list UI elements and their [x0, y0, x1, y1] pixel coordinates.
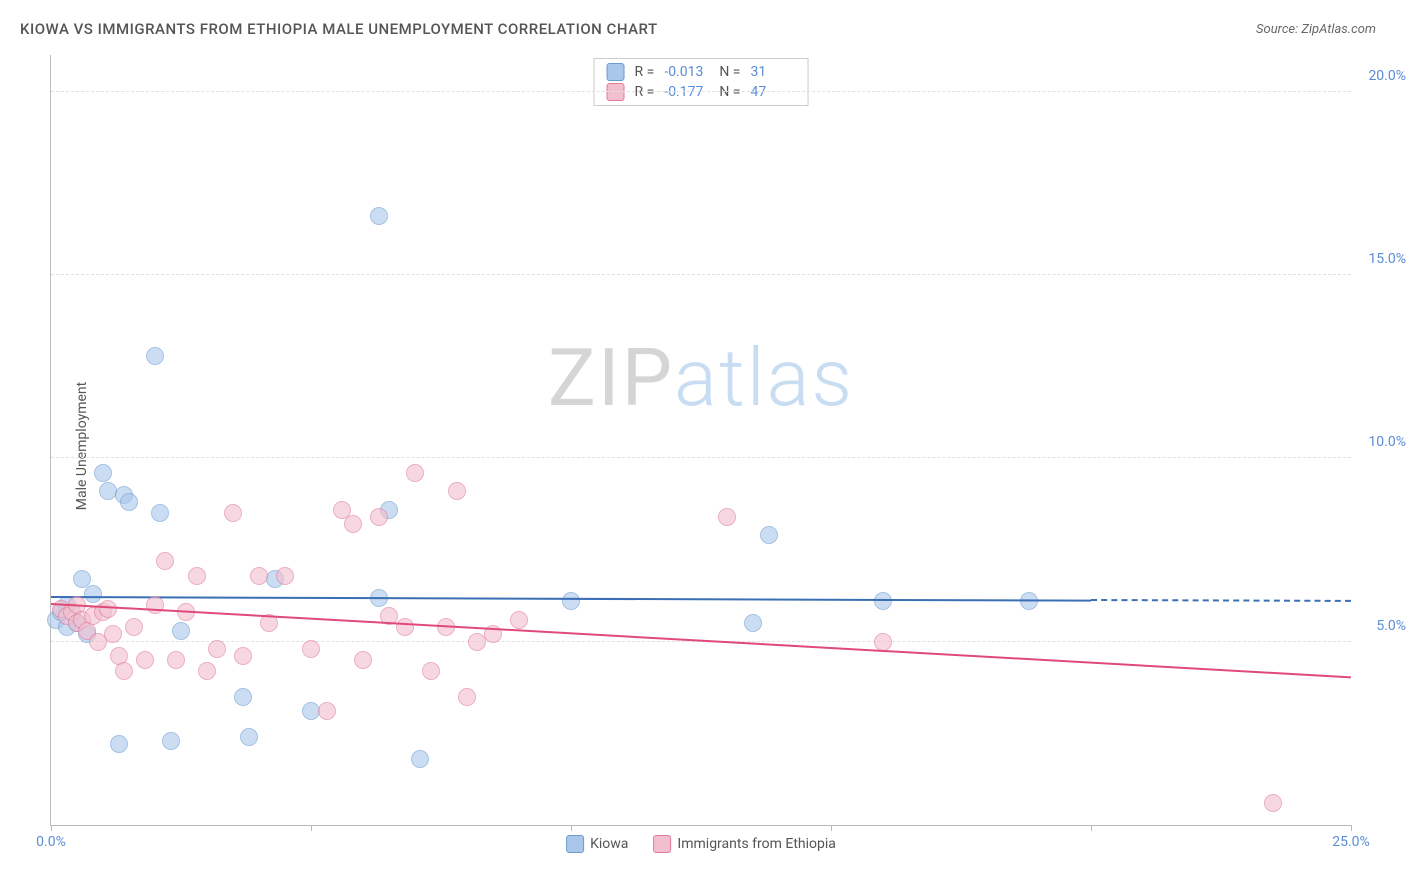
x-tick [571, 825, 572, 831]
stats-row: R = -0.013 N = 31 [607, 63, 796, 81]
legend-item: Kiowa [566, 835, 628, 853]
scatter-point [406, 464, 424, 482]
stat-r-value: -0.013 [664, 64, 709, 80]
watermark-atlas: atlas [674, 331, 854, 425]
scatter-point [99, 600, 117, 618]
scatter-point [167, 651, 185, 669]
gridline [51, 274, 1351, 275]
scatter-point [234, 688, 252, 706]
x-tick [831, 825, 832, 831]
scatter-point [370, 207, 388, 225]
scatter-point [136, 651, 154, 669]
scatter-point [146, 347, 164, 365]
scatter-point [354, 651, 372, 669]
stat-n-value: 31 [750, 64, 795, 80]
legend-label: Immigrants from Ethiopia [677, 836, 835, 852]
legend-swatch [607, 83, 625, 101]
scatter-point [84, 585, 102, 603]
scatter-point [208, 640, 226, 658]
scatter-point [240, 728, 258, 746]
scatter-point [510, 611, 528, 629]
trend-line-dashed [1091, 599, 1351, 602]
bottom-legend: Kiowa Immigrants from Ethiopia [566, 835, 836, 853]
scatter-point [104, 625, 122, 643]
scatter-point [125, 618, 143, 636]
x-tick [51, 825, 52, 831]
scatter-point [396, 618, 414, 636]
legend-swatch [566, 835, 584, 853]
scatter-point [146, 596, 164, 614]
scatter-point [744, 614, 762, 632]
scatter-point [234, 647, 252, 665]
scatter-point [562, 592, 580, 610]
scatter-point [198, 662, 216, 680]
scatter-point [874, 633, 892, 651]
source-label: Source: ZipAtlas.com [1256, 22, 1376, 37]
gridline [51, 91, 1351, 92]
scatter-point [94, 464, 112, 482]
x-tick-label: 25.0% [1332, 834, 1370, 850]
scatter-point [718, 508, 736, 526]
scatter-point [110, 735, 128, 753]
scatter-point [422, 662, 440, 680]
scatter-point [874, 592, 892, 610]
scatter-point [1264, 794, 1282, 812]
stat-r-label: R = [635, 84, 655, 100]
y-tick-label: 15.0% [1356, 251, 1406, 267]
y-tick-label: 10.0% [1356, 434, 1406, 450]
scatter-point [115, 662, 133, 680]
x-tick [1351, 825, 1352, 831]
scatter-point [156, 552, 174, 570]
scatter-point [318, 702, 336, 720]
legend-swatch [607, 63, 625, 81]
stats-row: R = -0.177 N = 47 [607, 83, 796, 101]
gridline [51, 457, 1351, 458]
chart-title: KIOWA VS IMMIGRANTS FROM ETHIOPIA MALE U… [20, 20, 658, 38]
scatter-point [162, 732, 180, 750]
stat-n-label: N = [719, 84, 740, 100]
scatter-point [224, 504, 242, 522]
y-tick-label: 5.0% [1356, 618, 1406, 634]
scatter-point [302, 640, 320, 658]
scatter-point [370, 508, 388, 526]
scatter-point [458, 688, 476, 706]
scatter-point [250, 567, 268, 585]
scatter-point [172, 622, 190, 640]
watermark-zip: ZIP [548, 331, 674, 425]
stat-n-label: N = [719, 64, 740, 80]
scatter-point [188, 567, 206, 585]
stats-box: R = -0.013 N = 31 R = -0.177 N = 47 [594, 58, 809, 106]
scatter-point [344, 515, 362, 533]
scatter-point [411, 750, 429, 768]
legend-label: Kiowa [590, 836, 628, 852]
x-tick-label: 0.0% [36, 834, 66, 850]
y-tick-label: 20.0% [1356, 68, 1406, 84]
stat-r-value: -0.177 [664, 84, 709, 100]
stat-n-value: 47 [750, 84, 795, 100]
scatter-point [151, 504, 169, 522]
scatter-point [448, 482, 466, 500]
scatter-point [760, 526, 778, 544]
x-tick [1091, 825, 1092, 831]
scatter-point [276, 567, 294, 585]
legend-swatch [653, 835, 671, 853]
x-tick [311, 825, 312, 831]
scatter-point [120, 493, 138, 511]
legend-item: Immigrants from Ethiopia [653, 835, 835, 853]
watermark: ZIPatlas [548, 331, 854, 425]
plot-area: ZIPatlas R =-0.013N =31R =-0.177N =47 Ki… [50, 55, 1351, 826]
stat-r-label: R = [635, 64, 655, 80]
